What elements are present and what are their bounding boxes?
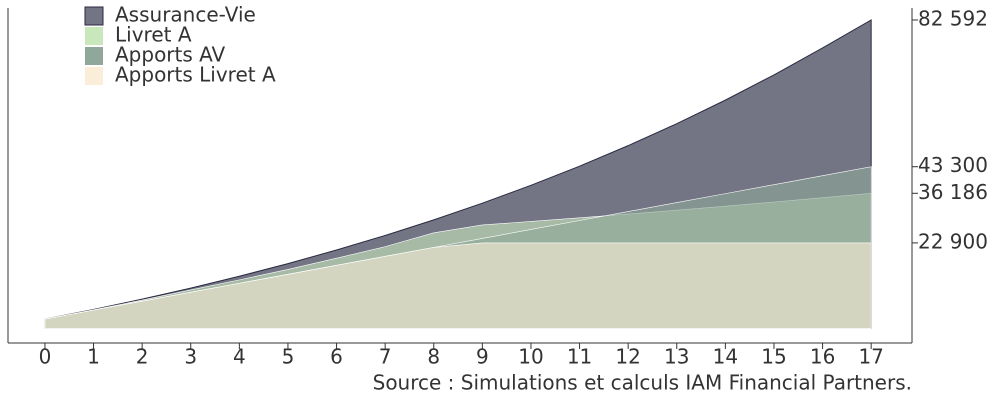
- x-tick-label: 6: [330, 345, 343, 369]
- x-tick-label: 7: [379, 345, 392, 369]
- legend-swatch: [85, 47, 103, 65]
- legend-label: Livret A: [115, 23, 192, 47]
- x-tick-label: 15: [761, 345, 786, 369]
- legend-label: Apports AV: [115, 43, 226, 67]
- areas: [44, 19, 872, 329]
- x-tick-label: 12: [615, 345, 640, 369]
- x-tick-label: 0: [39, 345, 52, 369]
- x-tick-label: 9: [476, 345, 489, 369]
- x-tick-label: 4: [233, 345, 246, 369]
- x-tick-label: 2: [136, 345, 149, 369]
- x-tick-label: 10: [518, 345, 543, 369]
- y-tick-label: 36 186: [918, 180, 988, 204]
- x-tick-label: 17: [858, 345, 883, 369]
- x-tick-label: 14: [713, 345, 738, 369]
- y-tick-label: 82 592: [918, 6, 988, 30]
- x-tick-label: 5: [282, 345, 295, 369]
- y-tick-label: 22 900: [918, 229, 988, 253]
- legend-label: Assurance-Vie: [115, 3, 256, 27]
- x-tick-label: 1: [87, 345, 100, 369]
- x-tick-label: 3: [184, 345, 197, 369]
- legend-swatch: [85, 27, 103, 45]
- y-tick-label: 43 300: [918, 153, 988, 177]
- x-tick-label: 11: [567, 345, 592, 369]
- x-tick-label: 8: [427, 345, 440, 369]
- legend-label: Apports Livret A: [115, 63, 276, 87]
- legend-swatch: [84, 6, 104, 26]
- legend-swatch: [85, 67, 103, 85]
- area: [44, 242, 872, 329]
- x-tick-label: 13: [664, 345, 689, 369]
- x-tick-label: 16: [810, 345, 835, 369]
- source-note: Source : Simulations et calculs IAM Fina…: [373, 371, 912, 395]
